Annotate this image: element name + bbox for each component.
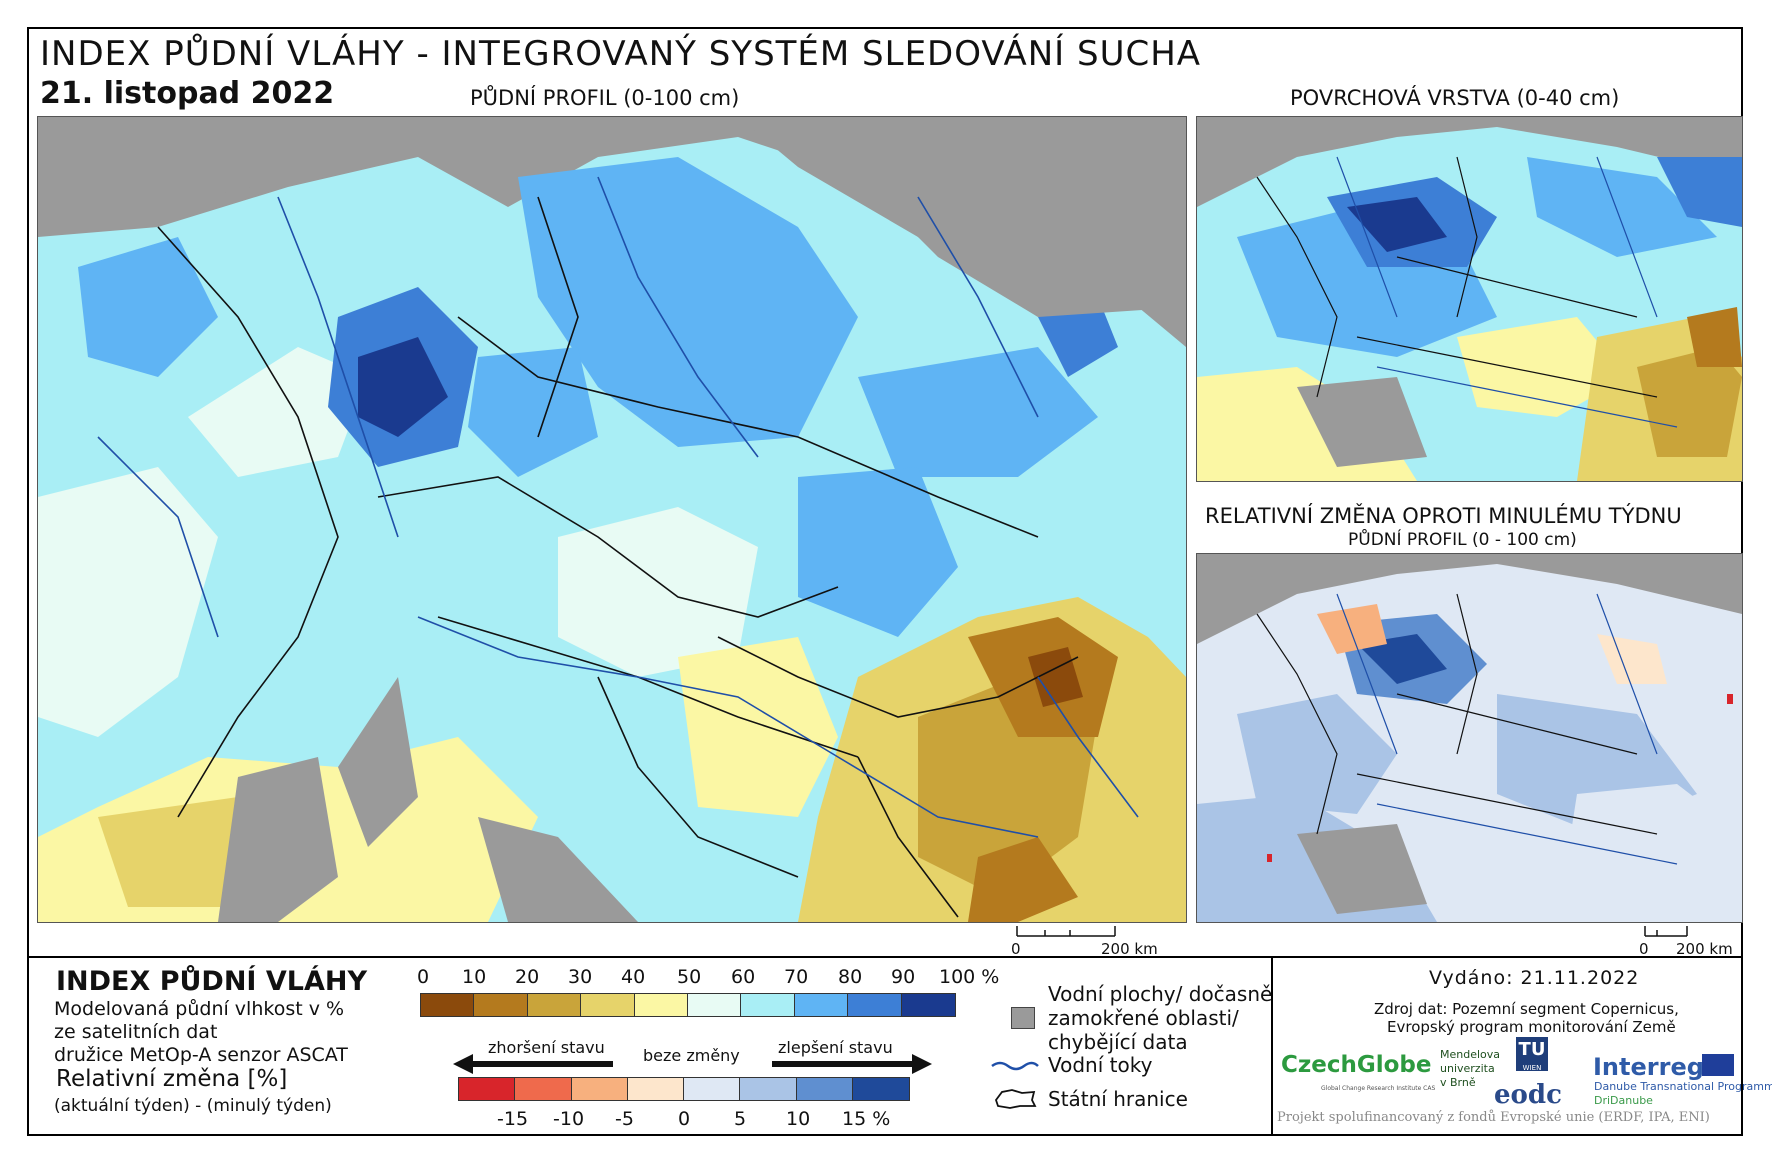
- main-scale-bar: [1016, 926, 1116, 937]
- main-scale-end: 200 km: [1101, 940, 1158, 958]
- change-tick: -5: [615, 1108, 634, 1130]
- legend-desc-2: ze satelitních dat: [54, 1021, 218, 1043]
- relative-change-title: Relativní změna [%]: [56, 1066, 288, 1092]
- data-source-1: Zdroj dat: Pozemní segment Copernicus,: [1374, 1000, 1679, 1018]
- main-scale-zero: 0: [1011, 940, 1021, 958]
- index-tick: 10: [462, 966, 487, 988]
- index-tick: 90: [891, 966, 916, 988]
- legend-desc-3: družice MetOp-A senzor ASCAT: [54, 1044, 348, 1066]
- index-color-bar: [420, 993, 956, 1017]
- legend-divider: [27, 956, 1743, 958]
- figure-date: 21. listopad 2022: [40, 76, 335, 111]
- small-scale-zero: 0: [1639, 940, 1649, 958]
- change-tick: -10: [553, 1108, 585, 1130]
- change-tick: 15 %: [842, 1108, 891, 1130]
- change-color-swatch: [571, 1078, 628, 1100]
- water-label-1: Vodní plochy/ dočasně: [1048, 982, 1273, 1006]
- index-tick: 80: [838, 966, 863, 988]
- river-line-icon: [991, 1061, 1039, 1071]
- worse-label: zhoršení stavu: [488, 1038, 605, 1057]
- funding-footer: Projekt spolufinancovaný z fondů Evropsk…: [1277, 1110, 1710, 1125]
- info-divider: [1271, 956, 1273, 1136]
- surface-layer-map: [1196, 116, 1743, 482]
- czechglobe-logo: CzechGlobe: [1281, 1052, 1432, 1078]
- interreg-project: DriDanube: [1594, 1094, 1653, 1107]
- index-color-swatch: [741, 994, 795, 1016]
- index-color-swatch: [634, 994, 688, 1016]
- water-label-2: zamokřené oblasti/: [1048, 1006, 1239, 1030]
- interreg-logo: Interreg: [1593, 1053, 1704, 1081]
- missing-data-swatch: [1011, 1007, 1035, 1029]
- change-tick: 5: [734, 1108, 747, 1130]
- change-color-swatch: [627, 1078, 684, 1100]
- index-tick: 100 %: [939, 966, 1000, 988]
- change-color-swatch: [684, 1078, 741, 1100]
- change-map-subtitle: PŮDNÍ PROFIL (0 - 100 cm): [1348, 530, 1577, 550]
- main-map-title: PŮDNÍ PROFIL (0-100 cm): [470, 86, 740, 110]
- eu-flag-icon: [1702, 1054, 1734, 1076]
- change-tick: -15: [497, 1108, 529, 1130]
- change-tick: 10: [786, 1108, 811, 1130]
- change-color-swatch: [740, 1078, 797, 1100]
- eodc-logo: eodc: [1494, 1080, 1562, 1110]
- relative-change-subtitle: (aktuální týden) - (minulý týden): [54, 1096, 332, 1116]
- index-tick: 0: [417, 966, 430, 988]
- surface-map-title: POVRCHOVÁ VRSTVA (0-40 cm): [1290, 86, 1620, 110]
- mendel-university-logo: Mendelova univerzita v Brně: [1440, 1048, 1501, 1089]
- index-tick: 50: [677, 966, 702, 988]
- index-tick: 70: [784, 966, 809, 988]
- tu-wien-logo-sub: WIEN: [1522, 1064, 1542, 1072]
- issued-date: Vydáno: 21.11.2022: [1429, 967, 1640, 989]
- border-outline-icon: [994, 1089, 1037, 1109]
- change-color-swatch: [515, 1078, 572, 1100]
- change-map-title: RELATIVNÍ ZMĚNA OPROTI MINULÉMU TÝDNU: [1205, 504, 1682, 528]
- index-tick: 60: [731, 966, 756, 988]
- interreg-programme: Danube Transnational Programme: [1594, 1080, 1772, 1093]
- data-source-2: Evropský program monitorování Země: [1387, 1018, 1676, 1036]
- better-label: zlepšení stavu: [778, 1038, 893, 1057]
- rivers-label: Vodní toky: [1048, 1053, 1153, 1077]
- main-soil-moisture-map: [37, 116, 1187, 923]
- small-scale-bar: [1644, 926, 1688, 937]
- index-color-swatch: [687, 994, 742, 1016]
- index-color-swatch: [901, 994, 955, 1016]
- change-color-swatch: [796, 1078, 853, 1100]
- index-tick: 20: [515, 966, 540, 988]
- czechglobe-logo-sub: Global Change Research Institute CAS: [1321, 1085, 1436, 1092]
- index-color-swatch: [794, 994, 849, 1016]
- water-label-3: chybějící data: [1048, 1030, 1188, 1054]
- change-tick: 0: [678, 1108, 691, 1130]
- index-color-swatch: [421, 994, 475, 1016]
- legend-title: INDEX PŮDNÍ VLÁHY: [56, 966, 368, 997]
- relative-change-map: [1196, 553, 1743, 923]
- index-tick: 30: [568, 966, 593, 988]
- index-color-swatch: [474, 994, 528, 1016]
- legend-desc-1: Modelovaná půdní vlhkost v %: [54, 998, 345, 1020]
- better-arrow-icon: [772, 1054, 932, 1074]
- change-color-swatch: [852, 1078, 909, 1100]
- tu-wien-logo: TU: [1516, 1037, 1548, 1071]
- index-color-swatch: [581, 994, 635, 1016]
- figure-title: INDEX PŮDNÍ VLÁHY - INTEGROVANÝ SYSTÉM S…: [40, 34, 1202, 74]
- change-color-swatch: [459, 1078, 516, 1100]
- index-tick: 40: [621, 966, 646, 988]
- worse-arrow-icon: [453, 1054, 613, 1074]
- small-scale-end: 200 km: [1676, 940, 1733, 958]
- index-color-swatch: [527, 994, 582, 1016]
- borders-label: Státní hranice: [1048, 1087, 1188, 1111]
- nochange-label: beze změny: [643, 1046, 740, 1065]
- index-color-swatch: [848, 994, 902, 1016]
- change-color-bar: [458, 1077, 910, 1101]
